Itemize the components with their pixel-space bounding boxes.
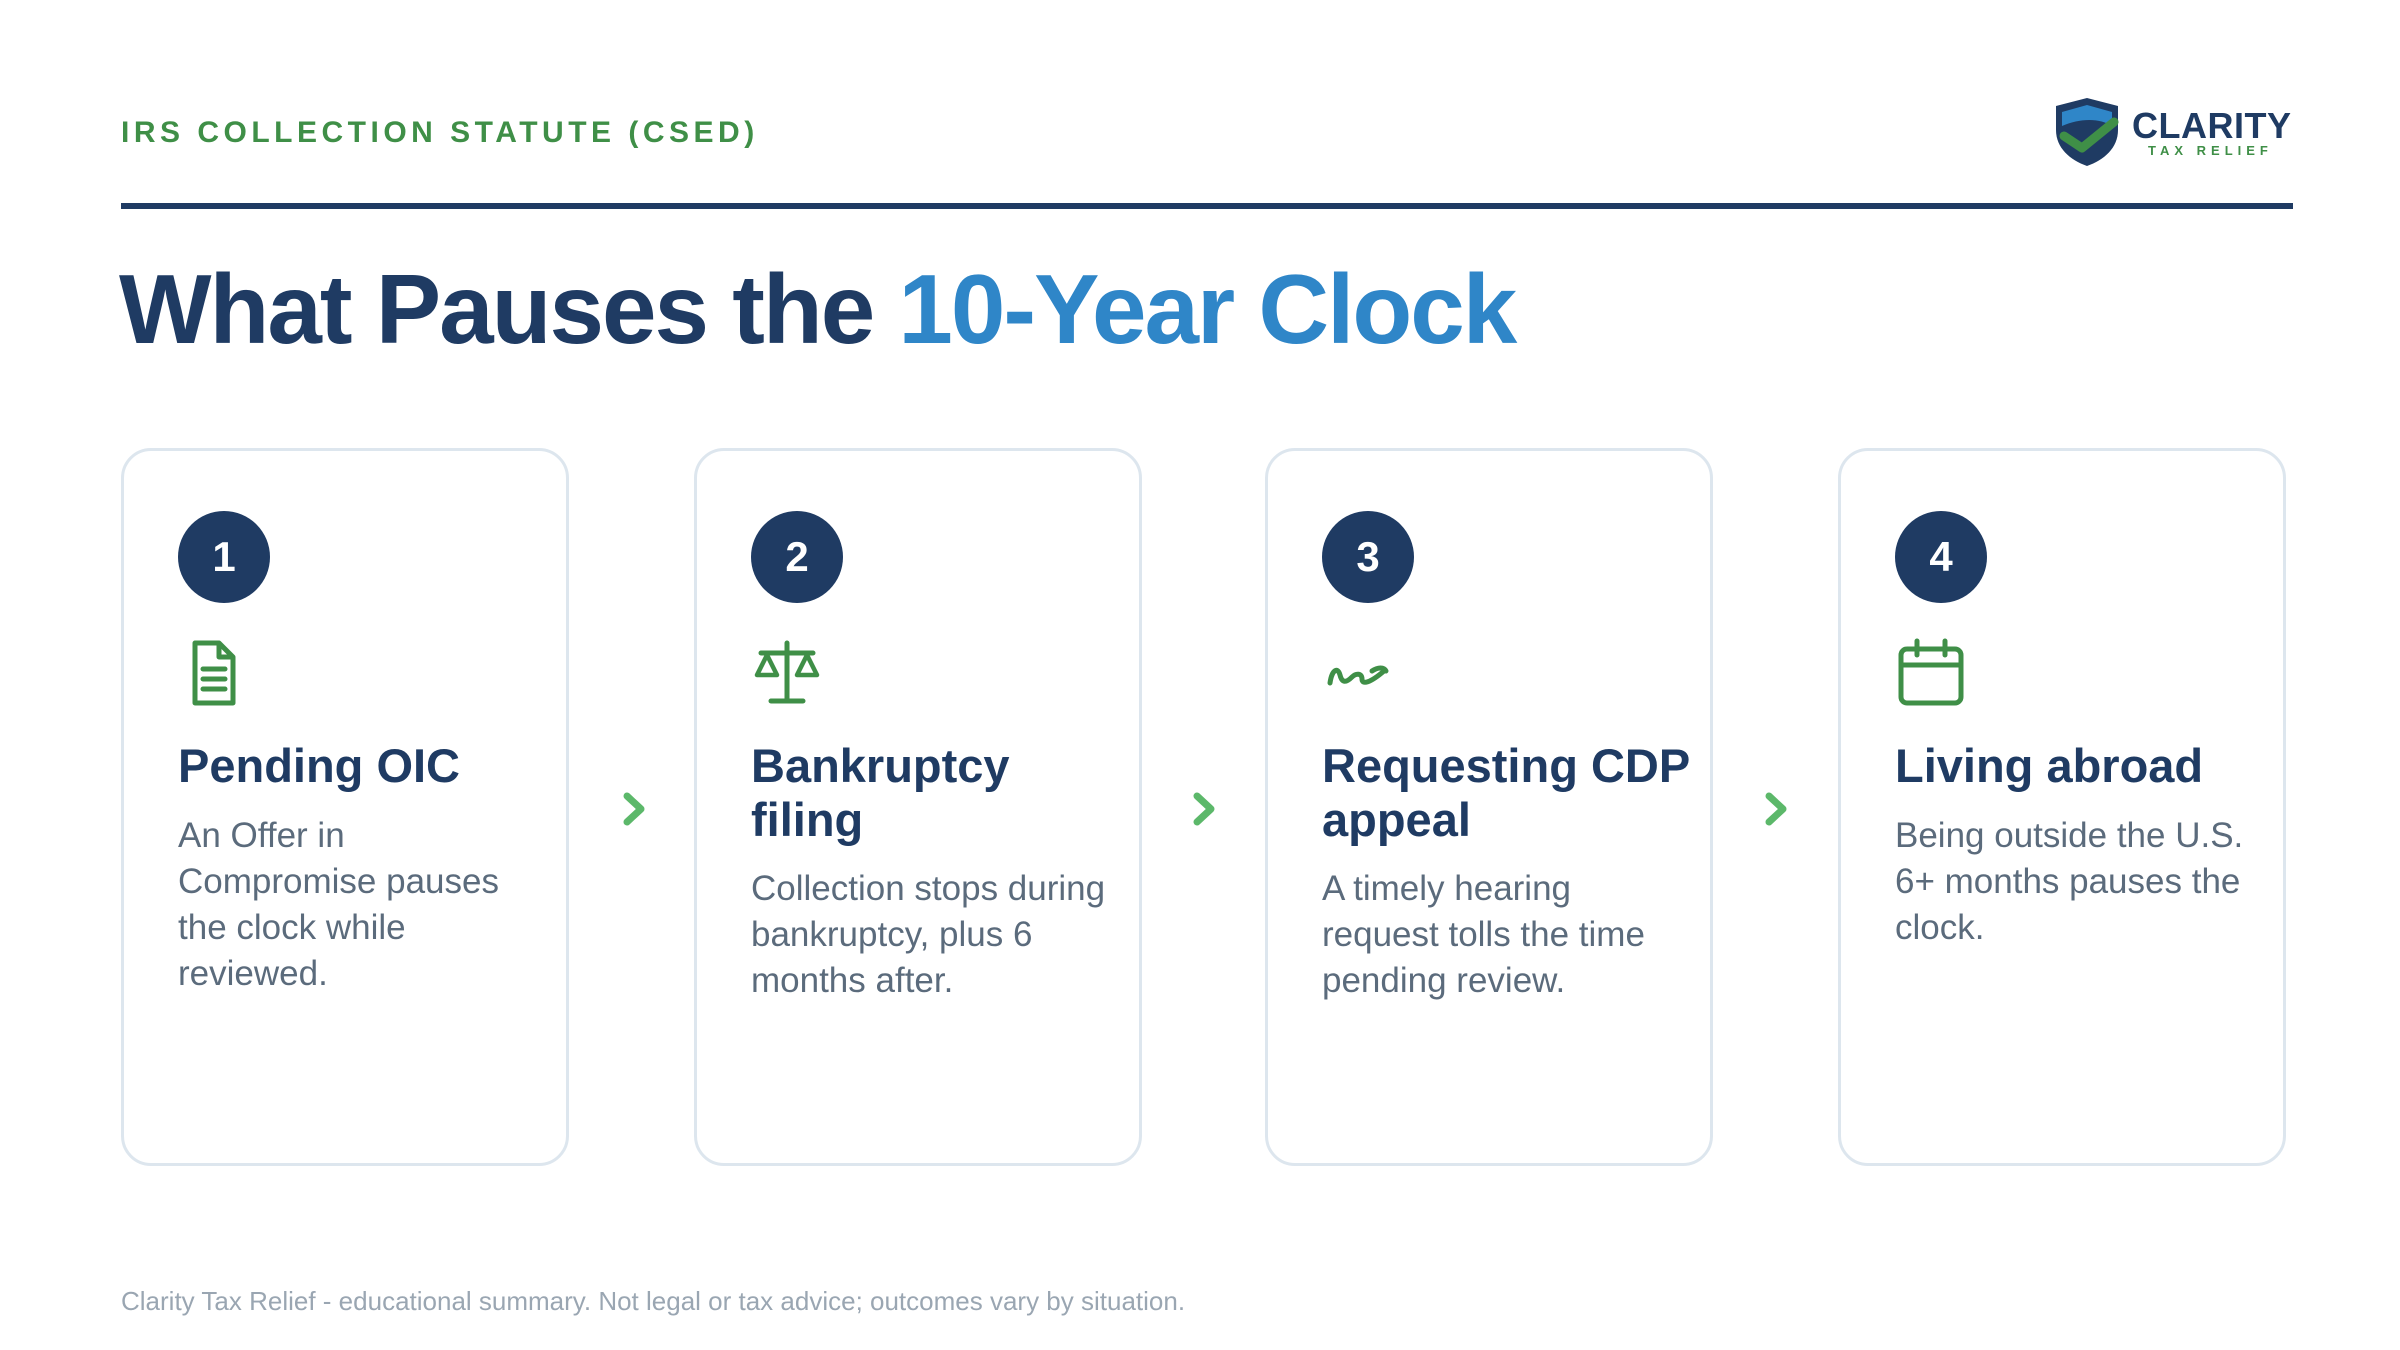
title-accent: 10-Year Clock — [898, 254, 1517, 364]
signature-icon — [1327, 665, 1389, 686]
step-number-badge: 1 — [178, 511, 270, 603]
calendar-icon — [1898, 638, 1964, 706]
card-description: Being outside the U.S. 6+ months pauses … — [1895, 816, 2244, 947]
step-number-badge: 3 — [1322, 511, 1414, 603]
logo-wordmark: CLARITY — [2132, 105, 2292, 146]
card-title: Requesting CDP appeal — [1322, 739, 1690, 846]
step-number-badge: 4 — [1895, 511, 1987, 603]
card-description: A timely hearing request tolls the time … — [1322, 869, 1645, 1000]
card-title: Bankruptcy filing — [751, 739, 1010, 846]
shield-check-icon — [2056, 98, 2119, 166]
eyebrow-label: IRS COLLECTION STATUTE (CSED) — [121, 116, 759, 149]
card-bankruptcy-filing: 2 Bankruptcy filing Collection stops dur… — [694, 448, 1142, 1166]
document-icon — [192, 640, 236, 706]
clarity-logo: CLARITY TAX RELIEF — [2050, 96, 2292, 168]
card-living-abroad: 4 Living abroad Being outside the U.S. 6… — [1838, 448, 2286, 1166]
step-number-badge: 2 — [751, 511, 843, 603]
card-description: An Offer in Compromise pauses the clock … — [178, 816, 499, 993]
chevron-right-icon — [1193, 792, 1215, 826]
card-title: Living abroad — [1895, 739, 2204, 792]
scale-icon — [754, 640, 820, 704]
disclaimer-footer: Clarity Tax Relief - educational summary… — [121, 1286, 1186, 1316]
header-divider — [121, 203, 2293, 209]
chevron-right-icon — [1765, 792, 1787, 826]
card-cdp-appeal: 3 Requesting CDP appeal A timely hearing… — [1265, 448, 1713, 1166]
page-title: What Pauses the 10-Year Clock — [119, 254, 1517, 364]
card-pending-oic: 1 Pending OIC An Offer in Compromise pau… — [121, 448, 569, 1166]
card-description: Collection stops during bankruptcy, plus… — [751, 869, 1106, 1000]
title-main: What Pauses the — [119, 254, 899, 364]
logo-tagline: TAX RELIEF — [2148, 143, 2273, 158]
chevron-right-icon — [623, 792, 645, 826]
card-title: Pending OIC — [178, 739, 460, 792]
